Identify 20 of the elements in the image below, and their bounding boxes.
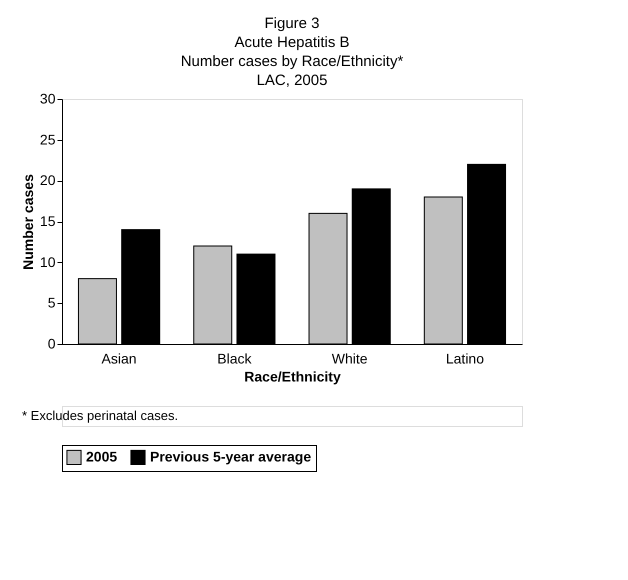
legend-label: 2005 [86, 448, 118, 464]
y-tick-label: 20 [40, 172, 56, 188]
text: * Excludes perinatal cases. [22, 408, 178, 423]
x-axis-title: Race/Ethnicity [244, 368, 341, 384]
x-tick-label: Asian [102, 350, 137, 366]
y-tick-label: 25 [40, 131, 56, 148]
y-tick-label: 5 [48, 294, 56, 311]
y-axis-title: Number cases [20, 174, 36, 270]
y-tick-label: 15 [40, 213, 56, 229]
y-tick-label: 0 [48, 336, 56, 352]
text: Figure 3 [264, 15, 320, 32]
text: Acute Hepatitis B [234, 34, 350, 51]
text: Number cases by Race/Ethnicity* [180, 53, 404, 70]
y-tick-label: 10 [40, 254, 56, 270]
x-tick-label: Black [217, 350, 252, 366]
legend-label: Previous 5-year average [150, 448, 312, 464]
text: LAC, 2005 [256, 72, 328, 89]
x-tick-label: Latino [446, 350, 484, 366]
x-tick-label: White [332, 350, 368, 366]
y-tick-label: 30 [40, 90, 56, 106]
